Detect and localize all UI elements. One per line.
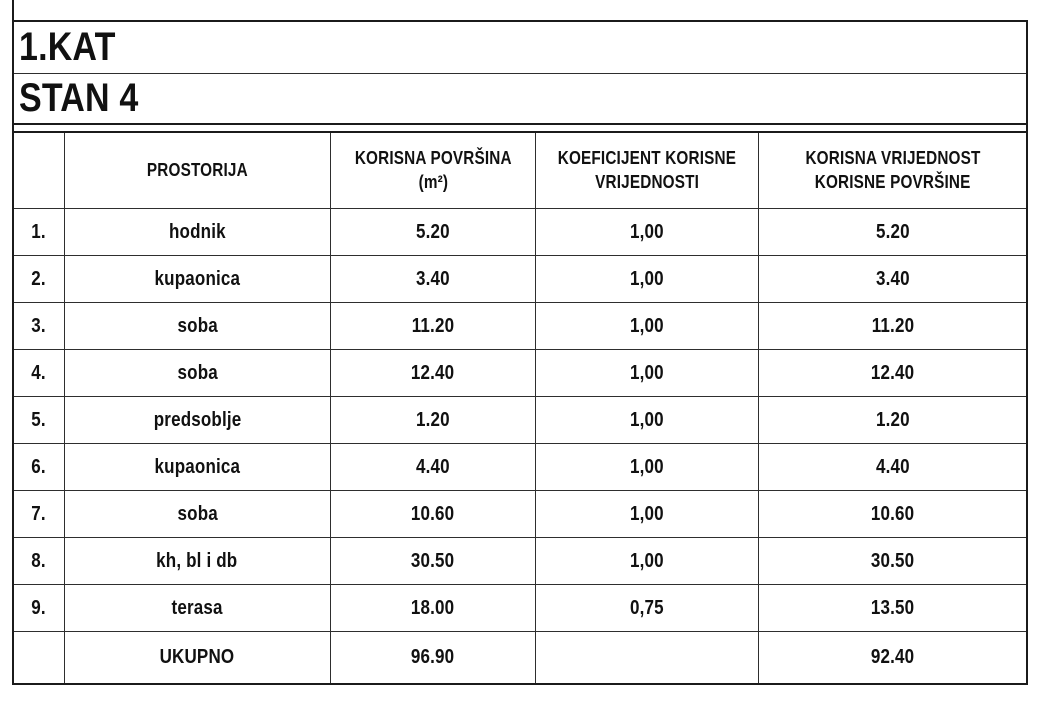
- apartment-title-row: STAN 4: [14, 74, 1026, 123]
- cell-room: soba: [64, 491, 331, 538]
- cell-num: [14, 632, 65, 683]
- cell-num: 5.: [14, 397, 65, 444]
- cell-room: predsoblje: [64, 397, 331, 444]
- cell-coef: 1,00: [536, 303, 759, 350]
- cell-area: 3.40: [331, 256, 536, 303]
- cell-value: 11.20: [759, 303, 1026, 350]
- cell-coef: [536, 632, 759, 683]
- cell-area: 18.00: [331, 585, 536, 632]
- cell-num: 7.: [14, 491, 65, 538]
- cell-area: 10.60: [331, 491, 536, 538]
- cell-num: 1.: [14, 209, 65, 256]
- cell-value: 5.20: [759, 209, 1026, 256]
- cell-room: terasa: [64, 585, 331, 632]
- cell-area: 1.20: [331, 397, 536, 444]
- cell-room: soba: [64, 350, 331, 397]
- header-room-label: PROSTORIJA: [146, 159, 248, 180]
- cell-area: 11.20: [331, 303, 536, 350]
- header-area-line2: (m²): [418, 171, 448, 192]
- header-coef-line1: KOEFICIJENT KORISNE: [557, 147, 737, 168]
- cell-room: UKUPNO: [65, 632, 331, 683]
- header-value-line1: KORISNA VRIJEDNOST: [804, 147, 981, 168]
- cell-area: 5.20: [331, 209, 536, 256]
- cell-num: 8.: [14, 538, 65, 585]
- cell-num: 2.: [14, 256, 65, 303]
- cell-num: 6.: [14, 444, 65, 491]
- cell-room: hodnik: [64, 209, 331, 256]
- cell-value: 3.40: [759, 256, 1026, 303]
- block-gap: [12, 125, 1028, 131]
- cell-room: soba: [64, 303, 331, 350]
- floor-title: 1.KAT: [19, 25, 116, 69]
- cell-num: 4.: [14, 350, 65, 397]
- cell-coef: 1,00: [536, 491, 759, 538]
- cell-area: 12.40: [331, 350, 536, 397]
- cell-value: 13.50: [759, 585, 1026, 632]
- cell-coef: 1,00: [536, 397, 759, 444]
- header-room: PROSTORIJA: [64, 133, 331, 209]
- cell-value: 12.40: [759, 350, 1026, 397]
- cell-area: 4.40: [331, 444, 536, 491]
- header-value-line2: KORISNE POVRŠINE: [814, 171, 971, 192]
- cell-value: 1.20: [759, 397, 1026, 444]
- cell-num: 9.: [14, 585, 65, 632]
- title-block: 1.KAT STAN 4: [12, 20, 1028, 125]
- cell-value: 30.50: [759, 538, 1026, 585]
- cell-room: kupaonica: [64, 444, 331, 491]
- cell-coef: 1,00: [536, 256, 759, 303]
- cell-coef: 0,75: [536, 585, 759, 632]
- area-table: PROSTORIJA KORISNA POVRŠINA (m²) KOEFICI…: [12, 131, 1028, 685]
- header-coef-line2: VRIJEDNOSTI: [595, 171, 699, 192]
- cell-coef: 1,00: [536, 538, 759, 585]
- cell-value: 4.40: [759, 444, 1026, 491]
- cell-room: kh, bl i db: [64, 538, 331, 585]
- header-area-line1: KORISNA POVRŠINA: [354, 147, 512, 168]
- cell-room: kupaonica: [64, 256, 331, 303]
- cell-coef: 1,00: [536, 350, 759, 397]
- cell-value: 10.60: [759, 491, 1026, 538]
- header-coef: KOEFICIJENT KORISNE VRIJEDNOSTI: [536, 133, 759, 209]
- table-edge-stub: [12, 0, 14, 21]
- cell-area: 30.50: [331, 538, 536, 585]
- header-area: KORISNA POVRŠINA (m²): [331, 133, 536, 209]
- cell-coef: 1,00: [536, 209, 759, 256]
- cell-num: 3.: [14, 303, 65, 350]
- apartment-title: STAN 4: [19, 76, 139, 120]
- cell-area: 96.90: [331, 632, 536, 683]
- header-num: [14, 133, 65, 209]
- floor-title-row: 1.KAT: [14, 22, 1026, 74]
- header-value: KORISNA VRIJEDNOST KORISNE POVRŠINE: [759, 133, 1026, 209]
- cell-coef: 1,00: [536, 444, 759, 491]
- cell-value: 92.40: [870, 646, 915, 668]
